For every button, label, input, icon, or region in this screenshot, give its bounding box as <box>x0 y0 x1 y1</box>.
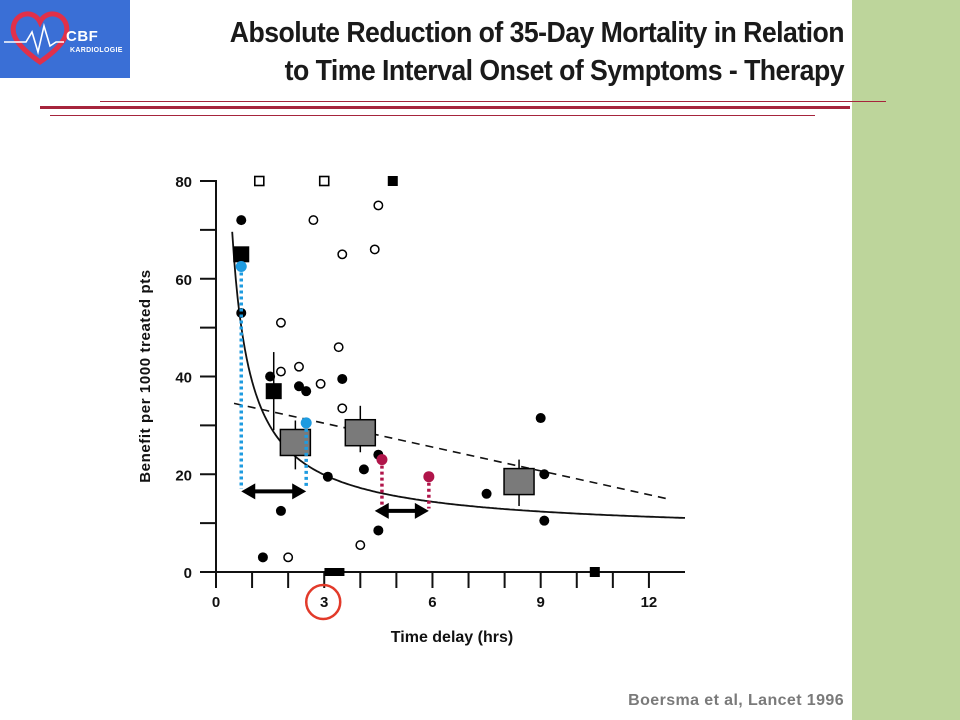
data-point-filled <box>293 381 304 392</box>
data-point-open <box>373 200 384 211</box>
data-point-filled <box>236 215 247 226</box>
arrow-head-left <box>374 502 389 519</box>
x-tick-label: 6 <box>428 594 436 611</box>
data-point-filled <box>322 471 333 482</box>
data-point-filled <box>275 505 286 516</box>
data-square-open <box>253 175 265 187</box>
data-point-filled <box>539 515 550 526</box>
slide-title: Absolute Reduction of 35-Day Mortality i… <box>182 14 845 90</box>
data-point-filled <box>257 552 268 563</box>
data-point-filled <box>373 525 384 536</box>
x-tick-label: 9 <box>537 594 545 611</box>
data-point-open <box>369 244 380 255</box>
pooled-estimate-box <box>503 467 535 496</box>
data-square-filled <box>387 176 398 186</box>
data-point-filled <box>265 371 276 382</box>
pooled-estimate-box <box>344 418 377 447</box>
data-square-filled <box>589 567 600 577</box>
x-axis-label: Time delay (hrs) <box>391 629 513 646</box>
data-point-filled <box>539 469 550 480</box>
green-sidebar <box>852 0 960 720</box>
data-point-filled <box>337 373 348 384</box>
x-tick-label: 0 <box>212 594 220 611</box>
data-square-filled <box>233 246 250 263</box>
data-point-filled <box>481 488 492 499</box>
data-point-open <box>275 366 286 377</box>
title-line-2: to Time Interval Onset of Symptoms - The… <box>284 55 845 87</box>
y-tick-label: 20 <box>175 467 192 484</box>
data-point-open <box>283 552 294 563</box>
cbf-logo: CBF KARDIOLOGIE <box>0 0 130 78</box>
title-line-1: Absolute Reduction of 35-Day Mortality i… <box>229 17 845 49</box>
highlight-circle <box>304 583 342 621</box>
y-tick-label: 60 <box>175 272 192 289</box>
data-point-open <box>275 317 286 328</box>
logo-subtext: KARDIOLOGIE <box>70 47 123 54</box>
data-point-open <box>355 540 366 551</box>
arrow-head-right <box>292 483 307 500</box>
y-tick-label: 0 <box>184 565 192 582</box>
heart-icon <box>4 11 70 66</box>
data-point-open <box>308 215 319 226</box>
data-point-open <box>337 403 348 414</box>
arrow-head-left <box>241 483 256 500</box>
data-point-filled <box>236 307 247 318</box>
y-axis-label: Benefit per 1000 treated pts <box>137 269 154 483</box>
y-tick-label: 40 <box>175 370 192 387</box>
title-rule-thick <box>40 106 850 109</box>
data-point-open <box>337 249 348 260</box>
y-tick-label: 80 <box>175 174 192 191</box>
logo-text: CBF <box>66 28 99 45</box>
arrow-head-right <box>414 502 429 519</box>
x-tick-label: 3 <box>320 594 328 611</box>
title-rule-upper <box>100 101 886 102</box>
data-point-filled <box>301 386 312 397</box>
data-square-open <box>318 175 330 187</box>
data-square-filled <box>324 568 345 576</box>
data-square-filled <box>265 383 282 400</box>
data-point-filled <box>358 464 369 475</box>
fitted-curve-solid <box>231 231 685 519</box>
x-tick-label: 12 <box>641 594 658 611</box>
citation: Boersma et al, Lancet 1996 <box>628 692 844 709</box>
data-point-open <box>294 361 304 372</box>
data-point-filled <box>535 413 546 424</box>
data-point-open <box>333 342 344 353</box>
data-point-open <box>315 378 326 389</box>
title-rule-lower <box>50 115 815 116</box>
